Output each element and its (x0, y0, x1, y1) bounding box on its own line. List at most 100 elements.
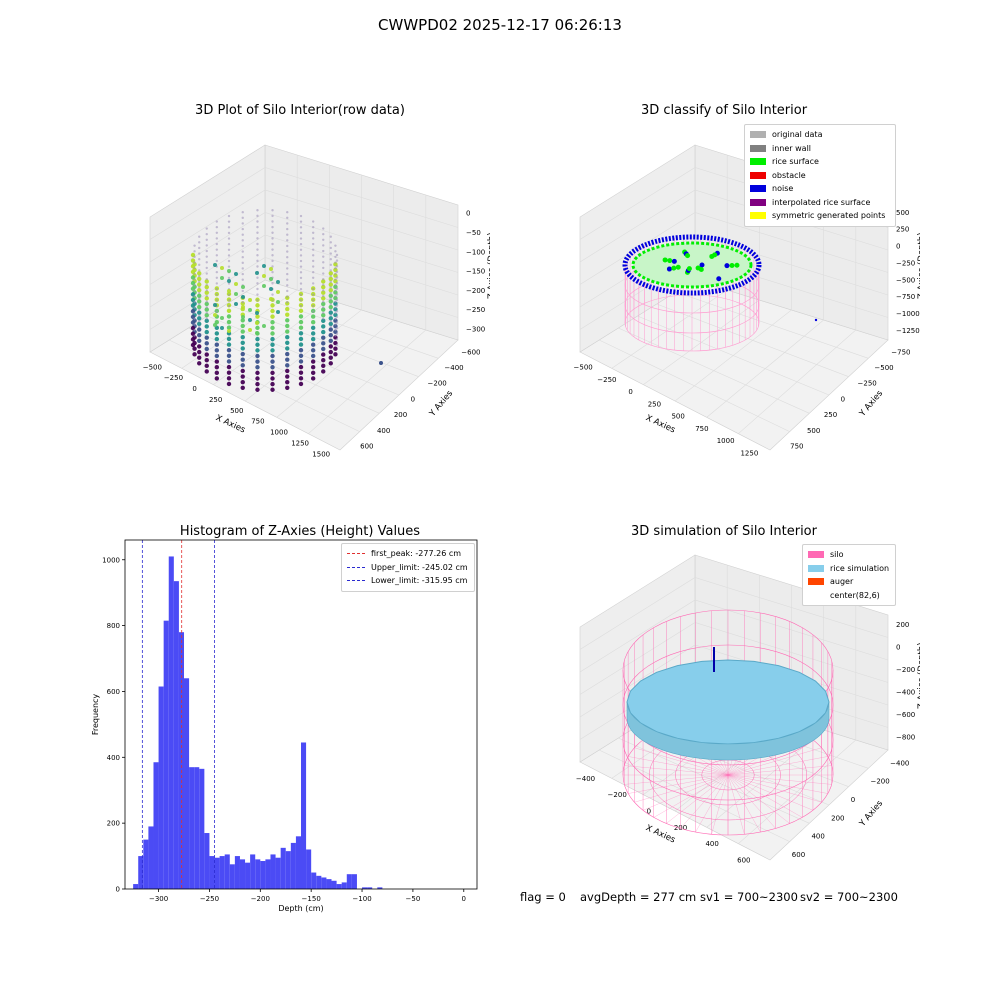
x-tick-label: −50 (406, 895, 421, 903)
histogram-bar (321, 877, 327, 889)
surface-point (729, 263, 735, 269)
z-tick-label: 250 (896, 226, 909, 234)
raw-point (321, 318, 326, 324)
raw-point (241, 216, 244, 220)
surface-point (667, 258, 673, 264)
raw-point (322, 255, 325, 258)
raw-point (240, 368, 245, 374)
y-tick-label: 1000 (102, 556, 120, 564)
surface-point (734, 262, 740, 268)
raw-point (329, 291, 332, 295)
x-tick-label: −150 (302, 895, 321, 903)
y-tick-label: −600 (461, 348, 480, 356)
raw-point (329, 302, 332, 306)
raw-point (256, 209, 259, 212)
raw-point (335, 259, 339, 262)
raw-point (241, 239, 244, 242)
raw-point (193, 244, 196, 247)
y-tick-label: 400 (377, 427, 390, 435)
raw-point (335, 315, 339, 319)
legend-swatch (750, 158, 766, 166)
raw-point (328, 293, 333, 299)
raw-point (234, 302, 238, 306)
raw-point (270, 320, 275, 325)
histogram-bar (306, 849, 312, 889)
raw-point (286, 227, 289, 231)
raw-point (311, 265, 315, 268)
raw-point (334, 317, 337, 320)
raw-point (328, 327, 333, 332)
raw-point (285, 329, 290, 334)
raw-point (286, 256, 289, 259)
raw-point (204, 369, 209, 374)
histogram-bar (173, 581, 179, 889)
raw-point (193, 323, 196, 326)
raw-point (198, 257, 201, 261)
raw-point (190, 342, 196, 348)
raw-point (298, 364, 304, 370)
x-tick-label: 1000 (270, 429, 288, 437)
raw-point (256, 231, 259, 234)
raw-point (255, 311, 259, 315)
histogram-bar (224, 854, 230, 889)
legend-swatch (750, 131, 766, 139)
raw-point (269, 297, 273, 301)
z-tick-label: 200 (896, 621, 909, 629)
raw-point (204, 313, 209, 318)
raw-point (299, 231, 303, 235)
raw-point (271, 209, 274, 212)
raw-point (198, 269, 201, 272)
raw-point (227, 226, 231, 229)
histogram-bar (265, 859, 271, 889)
raw-point (220, 266, 224, 270)
z-tick-label: −50 (466, 229, 481, 237)
raw-point (226, 381, 232, 387)
y-tick-label: 750 (790, 443, 803, 451)
histogram-bar (214, 857, 220, 889)
raw-point (310, 376, 316, 381)
legend-entry: symmetric generated points (750, 209, 890, 223)
z-tick-label: −100 (466, 248, 485, 256)
legend-label: original data (772, 130, 823, 140)
raw-point (270, 325, 275, 331)
raw-point (321, 352, 326, 357)
raw-point (334, 311, 337, 315)
histogram-bar (209, 856, 215, 889)
z-tick-label: 0 (466, 210, 470, 218)
raw-point (311, 293, 315, 296)
raw-point (328, 282, 333, 287)
histogram-bar (163, 620, 169, 889)
raw-point (299, 293, 303, 296)
raw-point (299, 237, 303, 240)
raw-point (334, 244, 337, 247)
legend-swatch (808, 578, 824, 586)
y-tick-label: −400 (444, 364, 463, 372)
raw-point (255, 342, 260, 347)
raw-point (241, 244, 244, 248)
y-tick-label: −200 (428, 380, 447, 388)
raw-point (205, 227, 208, 230)
raw-point (213, 303, 217, 307)
raw-point (286, 267, 289, 270)
raw-point (285, 385, 290, 390)
raw-point (256, 265, 259, 268)
raw-point (311, 276, 315, 280)
raw-point (298, 353, 304, 359)
raw-point (335, 321, 339, 324)
raw-point (197, 332, 202, 338)
raw-point (226, 370, 232, 375)
avg-depth-readout: avgDepth = 277 cm (580, 890, 697, 904)
raw-point (311, 225, 315, 229)
raw-point (197, 304, 202, 310)
raw-point (256, 220, 259, 223)
z-tick-label: −1250 (896, 327, 920, 335)
z-tick-label: −600 (896, 711, 915, 719)
silo-ring (622, 644, 834, 766)
raw-plot-title: 3D Plot of Silo Interior(row data) (195, 103, 405, 118)
x-tick-label: −200 (608, 791, 627, 799)
raw-point (329, 257, 332, 261)
raw-point (310, 325, 316, 331)
raw-point (271, 259, 274, 263)
raw-point (335, 281, 339, 285)
raw-point (256, 214, 259, 218)
